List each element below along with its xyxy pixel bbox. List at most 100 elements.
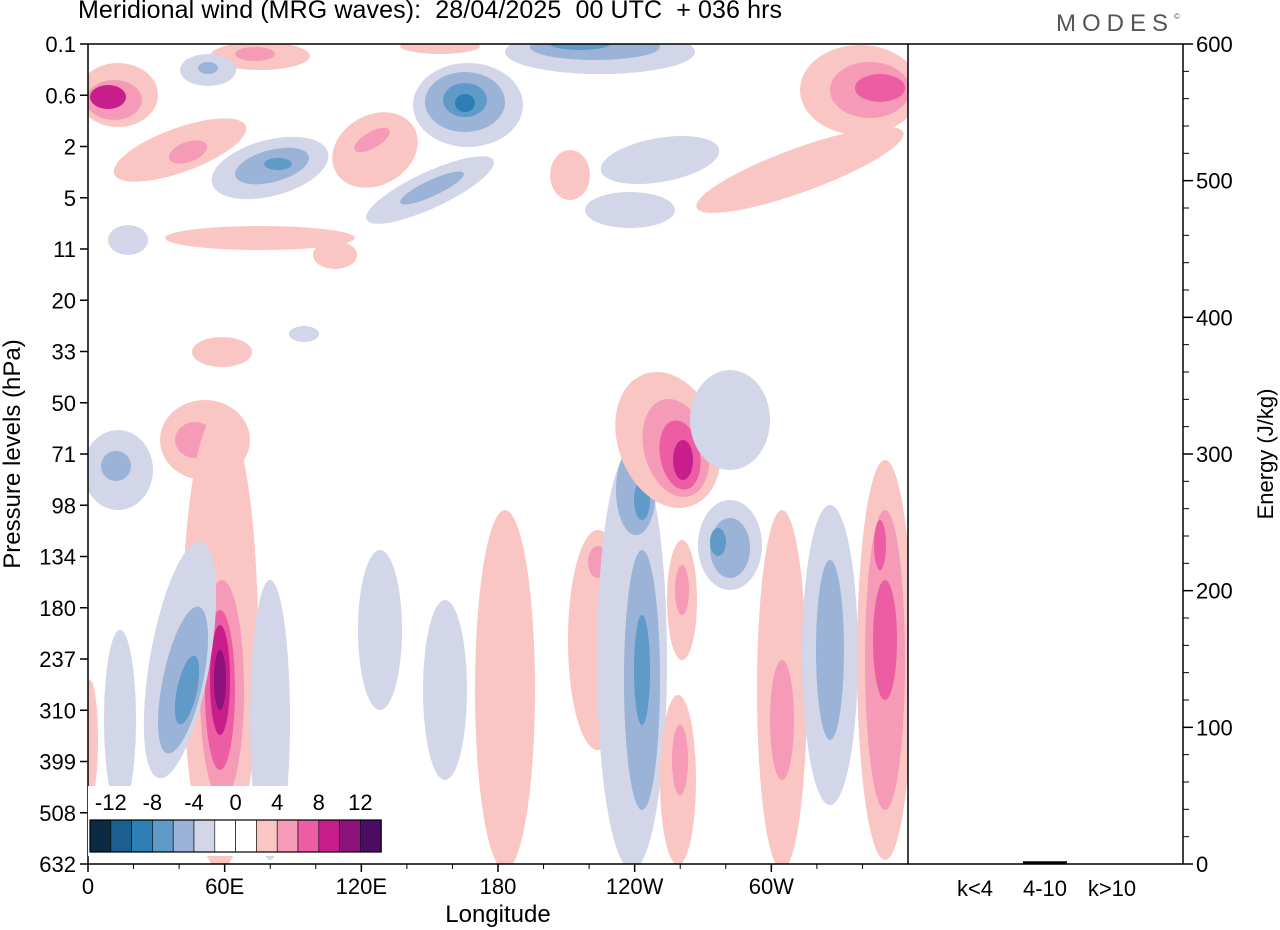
field-pos-mid-b <box>332 112 418 188</box>
energy-tick-label: 100 <box>1196 715 1233 740</box>
longitude-ticks: 0 60E 120E 180 120W 60W <box>82 864 863 899</box>
colorbar-cell <box>110 819 132 853</box>
field-neg-column-130e <box>358 550 402 710</box>
field-neg-column-20e <box>104 630 136 810</box>
y-axis-label: Pressure levels (hPa) <box>0 339 26 568</box>
pressure-ticks: 0.1 0.6 2 5 11 20 33 50 71 98 134 180 237 310 399 508 63… <box>39 32 88 877</box>
y-tick-label: 98 <box>52 493 76 518</box>
y-tick-label: 508 <box>39 801 76 826</box>
colorbar-frame <box>89 819 382 853</box>
colorbar-label: 8 <box>313 790 325 815</box>
field-pos-streak-upper-2 <box>168 140 208 164</box>
y-tick-label: 71 <box>52 442 76 467</box>
field-neg-top-a-2 <box>198 62 218 74</box>
energy-tick-label: 500 <box>1196 169 1233 194</box>
y-tick-label: 20 <box>52 288 76 313</box>
field-pos-top-right-3 <box>855 74 905 102</box>
energy-category-label: k<4 <box>957 876 993 901</box>
chart-title: Meridional wind (MRG waves): 28/04/2025 … <box>78 0 783 24</box>
y-tick-label: 50 <box>52 391 76 416</box>
field-pos-mid-b-2 <box>354 127 390 153</box>
y-tick-label: 399 <box>39 750 76 775</box>
y-tick-label: 11 <box>53 237 76 262</box>
field-neg-column-160e <box>423 600 467 780</box>
energy-tick-label: 0 <box>1196 852 1208 877</box>
x-tick-label: 120W <box>606 874 664 899</box>
colorbar-cell <box>339 819 361 853</box>
wind-field <box>88 44 908 864</box>
y-tick-label: 0.1 <box>45 32 76 57</box>
field-neg-right-upper-2 <box>585 192 675 228</box>
field-pos-column-60e-5 <box>214 650 226 710</box>
colorbar-cell <box>214 819 236 853</box>
energy-tick-label: 300 <box>1196 442 1233 467</box>
x-tick-label: 60E <box>205 874 244 899</box>
colorbar-cell <box>172 819 195 853</box>
field-neg-column-40e-3 <box>174 655 200 725</box>
colorbar-label: -12 <box>95 790 127 815</box>
field-pos-column-60w-2 <box>770 660 794 780</box>
y-tick-label: 632 <box>39 852 76 877</box>
colorbar-label: -4 <box>184 790 204 815</box>
field-neg-top-big-3 <box>550 44 610 50</box>
energy-category-label: k>10 <box>1088 876 1136 901</box>
colorbar: -12 -8 -4 0 4 8 12 <box>88 786 384 856</box>
x-tick-label: 0 <box>82 874 94 899</box>
field-pos-column-100w-bottom-2 <box>672 725 688 795</box>
field-pos-column-175e <box>475 510 535 864</box>
energy-bar <box>1090 864 1134 865</box>
field-pos-left-edge <box>88 680 98 800</box>
field-neg-upper-big-4 <box>455 94 475 112</box>
energy-axis-label: Energy (J/kg) <box>1253 389 1278 520</box>
field-pos-small-b <box>192 337 252 367</box>
field-pos-top1-2 <box>235 47 275 61</box>
y-tick-label: 237 <box>39 647 76 672</box>
energy-bar <box>1023 861 1067 864</box>
field-pos-small-a <box>550 150 590 200</box>
field-pos-band-right <box>696 127 904 213</box>
colorbar-cell <box>256 819 278 853</box>
y-tick-label: 0.6 <box>45 83 76 108</box>
field-pos-column-100w-low-2 <box>675 565 689 615</box>
colorbar-label: 4 <box>271 790 283 815</box>
colorbar-label: -8 <box>143 790 163 815</box>
colorbar-cell <box>318 819 340 853</box>
y-tick-label: 134 <box>39 545 76 570</box>
modes-logo: MODES© <box>1056 10 1180 37</box>
energy-tick-label: 200 <box>1196 579 1233 604</box>
colorbar-cell <box>131 819 153 853</box>
field-neg-left-mid-2 <box>101 451 131 481</box>
field-neg-mid-a-3 <box>264 158 292 170</box>
energy-tick-label: 400 <box>1196 305 1233 330</box>
colorbar-label: 12 <box>348 790 372 815</box>
field-pos-topleft-3 <box>90 85 126 109</box>
colorbar-cell <box>276 819 299 853</box>
field-pos-band-11-2 <box>313 241 357 269</box>
energy-category-label: 4-10 <box>1023 876 1067 901</box>
y-tick-label: 5 <box>64 186 76 211</box>
x-tick-label: 180 <box>480 874 517 899</box>
field-neg-column-120w-3 <box>634 615 650 725</box>
colorbar-cell <box>193 819 216 853</box>
energy-tick-label: 600 <box>1196 32 1233 57</box>
y-tick-label: 180 <box>39 596 76 621</box>
field-neg-blob-80w-3 <box>710 528 726 556</box>
field-pos-peak-100w-4 <box>673 440 693 480</box>
x-axis-label: Longitude <box>445 901 550 928</box>
x-tick-label: 60W <box>749 874 794 899</box>
field-pos-top2 <box>400 44 480 54</box>
field-pos-band-11 <box>165 226 355 250</box>
y-tick-label: 2 <box>64 135 76 160</box>
energy-bars: k<4 4-10 k>10 <box>953 861 1136 901</box>
energy-bar <box>953 864 997 865</box>
colorbar-cell <box>360 819 382 853</box>
colorbar-cell <box>89 819 112 853</box>
field-neg-column-30w-2 <box>816 560 844 740</box>
colorbar-label: 0 <box>229 790 241 815</box>
colorbar-cell <box>152 819 174 853</box>
field-pos-column-10w-4 <box>874 520 886 570</box>
colorbar-cell <box>235 819 257 853</box>
energy-ticks: 0 100 200 300 400 500 600 <box>1183 32 1233 877</box>
field-neg-tail-2 <box>400 171 464 205</box>
